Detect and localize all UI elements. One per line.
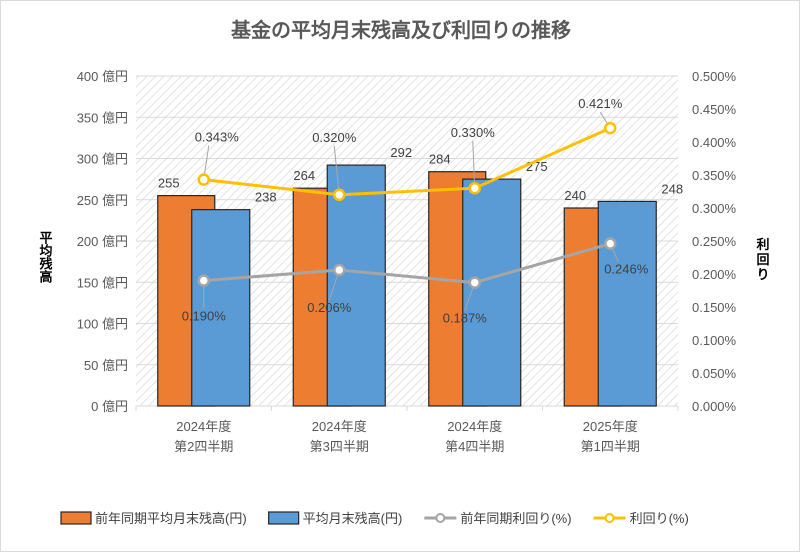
line-marker xyxy=(333,188,346,202)
bar-data-label: 238 xyxy=(255,190,277,205)
x-tick-label: 2024年度 xyxy=(176,419,231,434)
legend-label: 平均月末残高(円) xyxy=(303,511,403,526)
x-tick-label: 2025年度 xyxy=(583,419,638,434)
line-marker xyxy=(333,263,346,277)
bar-data-label: 284 xyxy=(429,152,451,167)
line-marker xyxy=(197,274,210,287)
leader-line xyxy=(472,141,476,189)
bar-data-label: 248 xyxy=(661,181,683,196)
y-right-axis-title-char: 利 xyxy=(756,237,769,252)
y-right-tick-label: 0.450% xyxy=(692,102,737,117)
y-right-tick-label: 0.050% xyxy=(692,366,737,381)
bar-current xyxy=(326,164,386,407)
y-right-tick-label: 0.350% xyxy=(692,168,737,183)
y-right-tick-label: 0.100% xyxy=(692,333,737,348)
y-left-tick-label: 0 億円 xyxy=(91,399,128,414)
bar-current xyxy=(597,200,657,407)
line-data-label: 0.343% xyxy=(195,130,240,145)
x-tick-label: 第1四半期 xyxy=(581,439,640,454)
line-marker xyxy=(604,237,617,250)
y-left-tick-label: 300 億円 xyxy=(77,152,128,167)
chart-title: 基金の平均月末残高及び利回りの推移 xyxy=(231,18,571,42)
y-left-tick-label: 350 億円 xyxy=(77,110,128,125)
y-right-tick-label: 0.400% xyxy=(692,135,737,150)
x-tick-label: 2024年度 xyxy=(447,419,502,434)
legend-label: 利回り(%) xyxy=(630,511,689,526)
y-right-tick-label: 0.300% xyxy=(692,201,737,216)
y-right-axis-title-char: 回 xyxy=(756,252,769,267)
y-left-tick-label: 250 億円 xyxy=(77,193,128,208)
y-left-tick-label: 200 億円 xyxy=(77,234,128,249)
bar-data-label: 240 xyxy=(564,188,586,203)
y-right-tick-label: 0.150% xyxy=(692,300,737,315)
y-right-tick-label: 0.250% xyxy=(692,234,737,249)
legend-marker xyxy=(604,513,615,523)
line-data-label: 0.190% xyxy=(182,309,227,324)
bar-data-label: 255 xyxy=(158,176,180,191)
line-prior-yield xyxy=(203,242,611,285)
line-marker xyxy=(468,181,481,195)
y-left-axis-title: 平均残高 xyxy=(38,231,53,284)
y-right-tick-label: 0.000% xyxy=(692,399,737,414)
x-tick-label: 第2四半期 xyxy=(174,439,233,454)
line-data-label: 0.330% xyxy=(451,125,496,140)
bar-data-label: 292 xyxy=(390,145,412,160)
legend-label: 前年同期利回り(%) xyxy=(460,511,571,526)
line-marker xyxy=(197,173,210,186)
x-tick-label: 第4四半期 xyxy=(445,439,504,454)
legend-swatch xyxy=(268,511,300,525)
legend-swatch xyxy=(60,511,92,525)
y-right-tick-label: 0.500% xyxy=(692,69,737,84)
y-left-tick-label: 50 億円 xyxy=(84,358,128,373)
line-data-label: 0.421% xyxy=(578,96,623,111)
bar-current xyxy=(191,209,251,407)
line-data-label: 0.206% xyxy=(307,300,352,315)
legend-label: 前年同期平均月末残高(円) xyxy=(95,511,247,526)
bar-data-label: 264 xyxy=(293,168,315,183)
line-data-label: 0.246% xyxy=(604,262,649,277)
legend-marker xyxy=(435,513,446,523)
line-marker xyxy=(468,276,481,289)
line-yield xyxy=(203,126,611,197)
line-data-label: 0.187% xyxy=(443,311,488,326)
y-right-axis-title-char: り xyxy=(756,267,769,282)
bar-current xyxy=(462,178,522,407)
y-right-tick-label: 0.200% xyxy=(692,267,737,282)
y-left-tick-label: 150 億円 xyxy=(77,275,128,290)
line-marker xyxy=(604,121,617,135)
y-left-tick-label: 100 億円 xyxy=(77,317,128,332)
line-data-label: 0.320% xyxy=(312,130,357,145)
y-left-tick-label: 400 億円 xyxy=(77,69,128,84)
leader-line xyxy=(333,145,340,195)
x-tick-label: 2024年度 xyxy=(312,419,367,434)
x-tick-label: 第3四半期 xyxy=(310,439,369,454)
